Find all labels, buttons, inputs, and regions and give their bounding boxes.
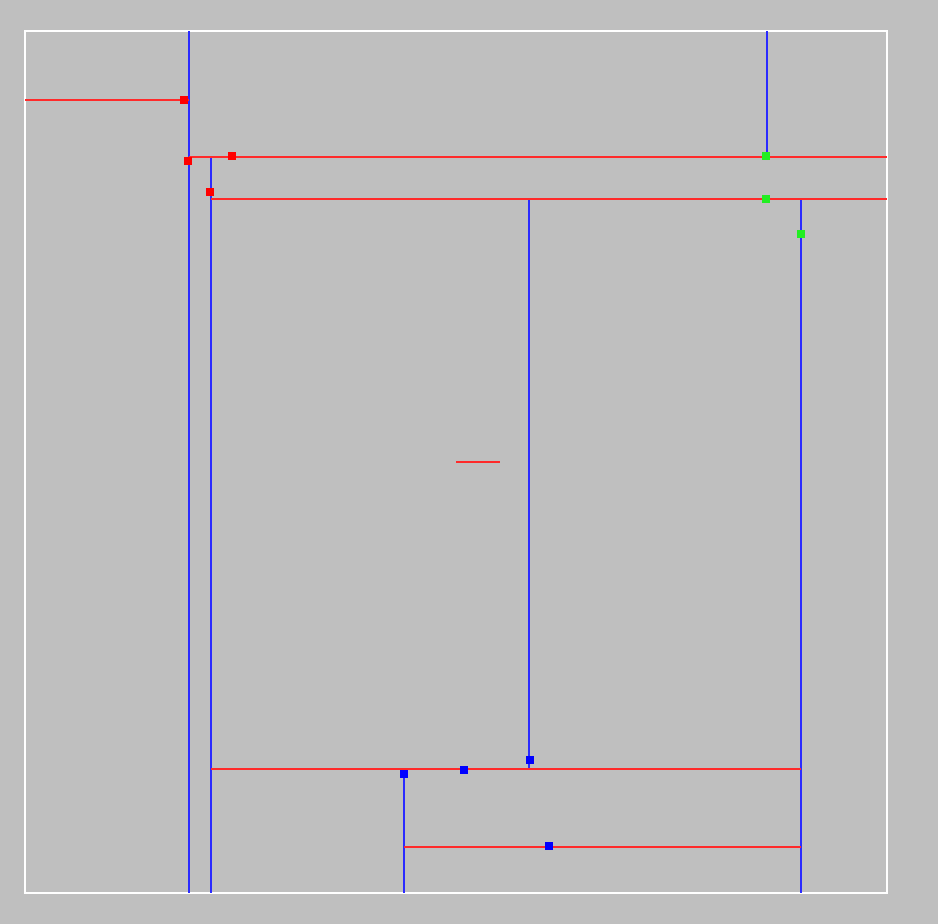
marker-red-square bbox=[228, 152, 236, 160]
marker-green-square bbox=[762, 195, 770, 203]
horizontal-segments bbox=[25, 99, 887, 848]
marker-red-square bbox=[206, 188, 214, 196]
marker-red-square bbox=[180, 96, 188, 104]
diagram-frame bbox=[24, 30, 888, 894]
marker-green-square bbox=[797, 230, 805, 238]
marker-blue-square bbox=[526, 756, 534, 764]
markers bbox=[180, 96, 805, 850]
marker-blue-square bbox=[460, 766, 468, 774]
vertical-segments bbox=[188, 31, 802, 893]
marker-green-square bbox=[762, 152, 770, 160]
marker-blue-square bbox=[400, 770, 408, 778]
marker-red-square bbox=[184, 157, 192, 165]
marker-blue-square bbox=[545, 842, 553, 850]
